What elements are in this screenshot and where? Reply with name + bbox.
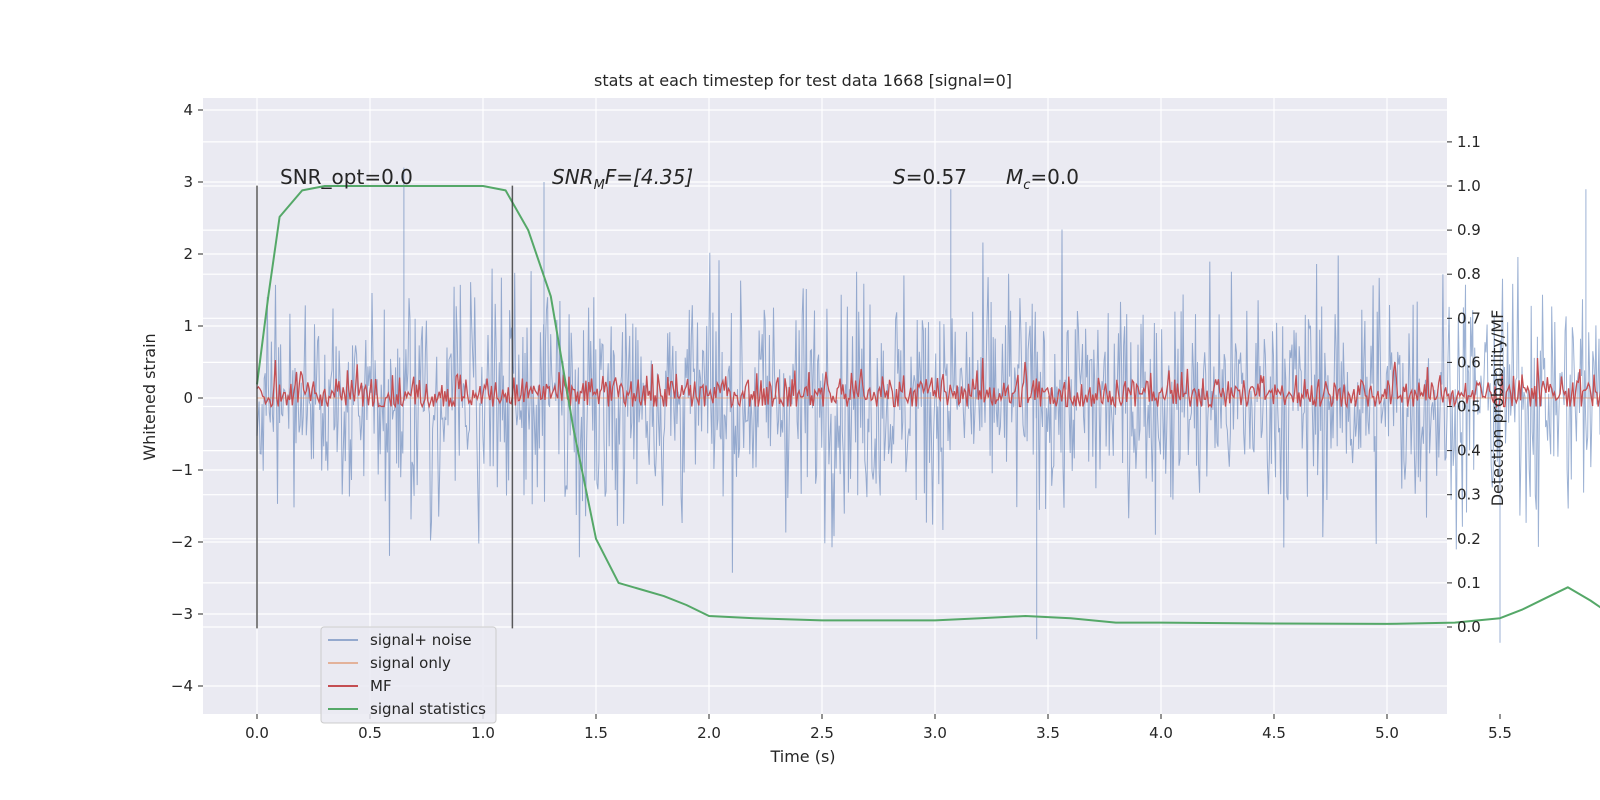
y-right-tick-label: 0.1 xyxy=(1457,574,1481,592)
series-mf-line xyxy=(256,357,1600,409)
legend-label-signal-only: signal only xyxy=(370,654,451,672)
y-right-tick-label: 0.4 xyxy=(1457,442,1481,460)
x-tick-label: 1.0 xyxy=(471,724,495,742)
annotation-s-rest: =0.57 xyxy=(906,165,967,189)
x-tick-label: 0.0 xyxy=(245,724,269,742)
annotation-s-main: S xyxy=(893,165,906,189)
x-tick-label: 0.5 xyxy=(358,724,382,742)
y-right-tick-label: 0.0 xyxy=(1457,618,1481,636)
x-tick-label: 4.0 xyxy=(1149,724,1173,742)
annotation-mc: Mc=0.0 xyxy=(1006,165,1079,193)
annotation-snr-mf-main: SNR xyxy=(552,165,594,189)
x-tick-label: 3.0 xyxy=(923,724,947,742)
x-tick-label: 2.5 xyxy=(810,724,834,742)
y-right-tick-label: 0.9 xyxy=(1457,221,1481,239)
legend-label-signal-statistics: signal statistics xyxy=(370,700,486,718)
x-tick-label: 4.5 xyxy=(1262,724,1286,742)
signal-statistics-layer xyxy=(256,185,1600,625)
x-tick-label: 5.5 xyxy=(1488,724,1512,742)
y-tick-label: 2 xyxy=(183,245,193,263)
chart-title: stats at each timestep for test data 166… xyxy=(594,71,1012,90)
y-right-tick-label: 0.7 xyxy=(1457,309,1481,327)
y-right-tick-label: 0.5 xyxy=(1457,398,1481,416)
y-right-tick-label: 0.2 xyxy=(1457,530,1481,548)
y-tick-label: 1 xyxy=(183,317,193,335)
vline-layer xyxy=(256,185,514,629)
annotation-s: S=0.57 xyxy=(893,165,967,189)
y-tick-label: 4 xyxy=(183,101,193,119)
y-tick-label: 3 xyxy=(183,173,193,191)
y-right-tick-label: 0.6 xyxy=(1457,353,1481,371)
legend: signal+ noise signal only MF signal stat… xyxy=(320,626,497,724)
y-axis-label: Whitened strain xyxy=(140,333,159,460)
annotation-snr-opt: SNR_opt=0.0 xyxy=(280,165,413,189)
y-tick-label: −3 xyxy=(171,605,193,623)
annotation-mc-sub: c xyxy=(1023,178,1030,193)
legend-label-mf: MF xyxy=(370,677,392,695)
series-signal-noise-line xyxy=(256,167,1600,643)
annotation-snr-mf: SNRMF=[4.35] xyxy=(552,165,693,193)
axis-ticks: 0.00.51.01.52.02.53.03.54.04.55.05.56.06… xyxy=(171,101,1512,742)
annotation-mc-main: M xyxy=(1006,165,1023,189)
y-tick-label: −1 xyxy=(171,461,193,479)
y-right-tick-label: 1.1 xyxy=(1457,133,1481,151)
mf-series-layer xyxy=(256,357,1600,409)
x-tick-label: 3.5 xyxy=(1036,724,1060,742)
y-tick-label: 0 xyxy=(183,389,193,407)
x-tick-label: 1.5 xyxy=(584,724,608,742)
x-axis-label: Time (s) xyxy=(769,747,835,766)
series-signal-statistics-line xyxy=(256,185,1600,625)
y-axis-right-label: Detection probability/MF xyxy=(1488,310,1507,507)
y-right-tick-label: 1.0 xyxy=(1457,177,1481,195)
x-tick-label: 5.0 xyxy=(1375,724,1399,742)
legend-label-signal-noise: signal+ noise xyxy=(370,631,472,649)
legend-box xyxy=(320,626,497,724)
y-tick-label: −4 xyxy=(171,677,193,695)
y-right-tick-label: 0.3 xyxy=(1457,486,1481,504)
annotation-mc-rest: =0.0 xyxy=(1030,165,1079,189)
annotation-snr-mf-sub: M xyxy=(594,178,605,193)
y-tick-label: −2 xyxy=(171,533,193,551)
annotation-snr-mf-rest: F=[4.35] xyxy=(605,165,693,189)
y-right-tick-label: 0.8 xyxy=(1457,265,1481,283)
x-tick-label: 2.0 xyxy=(697,724,721,742)
